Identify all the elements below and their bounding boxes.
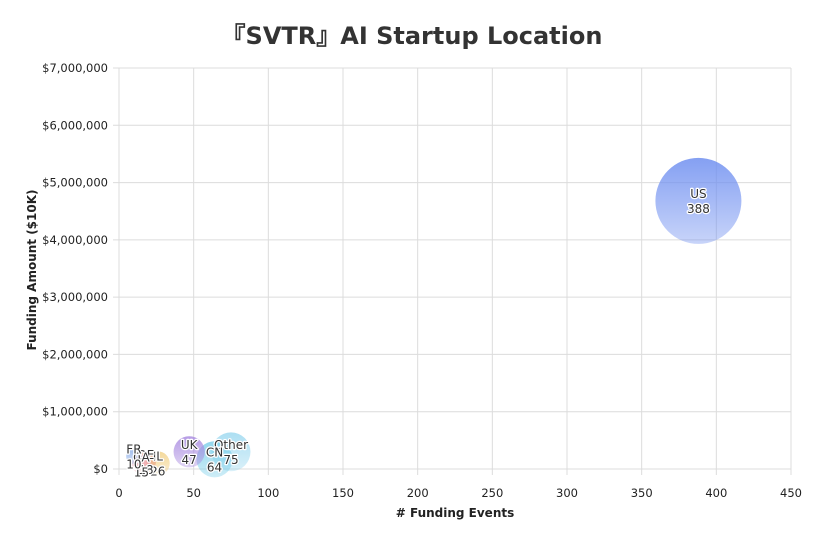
bubble-label-ca: CA	[133, 450, 150, 464]
bubble-value-ca: 15	[134, 465, 149, 479]
x-tick-label: 450	[780, 486, 802, 500]
bubble-value-cn: 64	[207, 460, 222, 474]
bubble-label-de: DE	[137, 448, 154, 462]
x-axis-ticks: 0 50 100 150 200 250 300 350 400 450	[115, 486, 802, 500]
bubble-value-il: 26	[150, 464, 165, 478]
bubble-label-us: US	[690, 187, 706, 201]
bubble-uk[interactable]	[173, 436, 205, 468]
x-tick-label: 50	[186, 486, 201, 500]
y-tick-label: $4,000,000	[42, 233, 108, 247]
x-tick-label: 350	[631, 486, 653, 500]
x-axis-label: # Funding Events	[396, 506, 515, 520]
bubble-value-fr: 10	[126, 457, 141, 471]
bubble-us[interactable]	[655, 157, 742, 244]
y-tick-label: $7,000,000	[42, 61, 108, 75]
bubble-label-il: IL	[153, 449, 164, 463]
y-tick-label: $1,000,000	[42, 405, 108, 419]
y-axis-ticks: $0 $1,000,000 $2,000,000 $3,000,000 $4,000,0…	[42, 61, 108, 476]
bubble-label-fr: FR	[126, 442, 141, 456]
y-tick-label: $2,000,000	[42, 347, 108, 361]
grid-lines	[113, 67, 792, 475]
y-tick-label: $6,000,000	[42, 118, 108, 132]
x-tick-label: 100	[257, 486, 279, 500]
x-tick-label: 250	[481, 486, 503, 500]
y-axis-label: Funding Amount ($10K)	[25, 189, 39, 350]
bubble-label-uk: UK	[181, 438, 199, 452]
y-tick-label: $5,000,000	[42, 176, 108, 190]
chart-title: 『SVTR』AI Startup Location	[222, 22, 603, 50]
bubble-value-de: 18	[138, 463, 153, 477]
bubble-value-other: 75	[223, 453, 238, 467]
x-tick-label: 150	[332, 486, 354, 500]
bubble-cn[interactable]	[196, 441, 233, 478]
y-tick-label: $3,000,000	[42, 290, 108, 304]
x-tick-label: 0	[115, 486, 122, 500]
bubble-label-cn: CN	[206, 445, 223, 459]
bubble-label-other: Other	[214, 438, 248, 452]
x-tick-label: 200	[407, 486, 429, 500]
x-tick-label: 300	[556, 486, 578, 500]
y-tick-label: $0	[93, 462, 108, 476]
bubble-value-us: 388	[687, 202, 710, 216]
bubble-fr[interactable]	[126, 448, 142, 465]
x-tick-label: 400	[705, 486, 727, 500]
bubble-value-uk: 47	[182, 453, 197, 467]
